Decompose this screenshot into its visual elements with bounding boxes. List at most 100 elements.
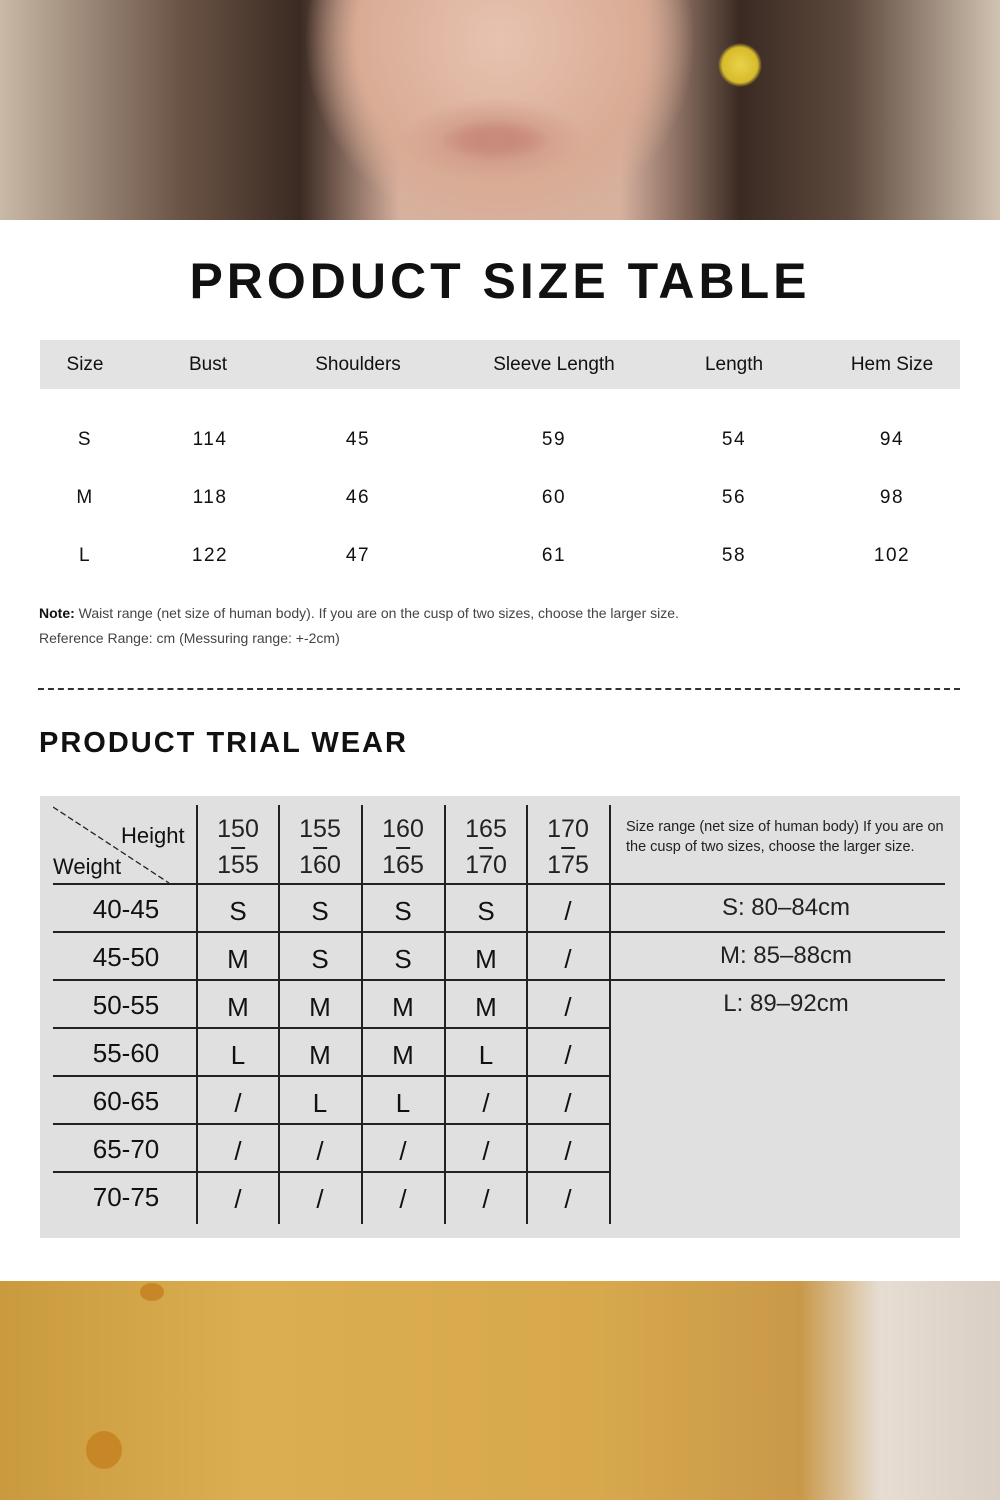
size-cell: / bbox=[564, 1136, 572, 1166]
column-divider bbox=[609, 805, 611, 1224]
reference-range: Reference Range: cm (Messuring range: +-… bbox=[39, 630, 340, 646]
size-cell: M bbox=[475, 992, 497, 1022]
size-cell: / bbox=[564, 1184, 572, 1214]
row-divider bbox=[53, 931, 945, 933]
divider bbox=[38, 688, 960, 690]
weight-range: 40-45 bbox=[92, 894, 160, 924]
row-divider bbox=[53, 1075, 610, 1077]
height-range-header: 155 160 bbox=[299, 811, 341, 884]
weight-range: 65-70 bbox=[92, 1134, 160, 1164]
size-cell: M bbox=[475, 944, 497, 974]
height-to: 155 bbox=[217, 851, 259, 879]
size-cell: / bbox=[234, 1184, 242, 1214]
size-cell: / bbox=[399, 1184, 407, 1214]
note-body: Waist range (net size of human body). If… bbox=[74, 605, 679, 621]
table-cell: 45 bbox=[345, 429, 371, 450]
size-cell: S bbox=[477, 896, 495, 926]
row-divider bbox=[53, 1171, 610, 1173]
trial-title: PRODUCT TRIAL WEAR bbox=[39, 727, 408, 759]
model-face-photo bbox=[0, 0, 1000, 220]
size-cell: / bbox=[564, 1088, 572, 1118]
table-cell: 46 bbox=[345, 487, 371, 508]
height-to: 175 bbox=[547, 851, 589, 879]
height-from: 150 bbox=[217, 815, 259, 843]
size-cell: / bbox=[482, 1088, 490, 1118]
table-cell: M bbox=[76, 487, 94, 508]
size-cell: / bbox=[564, 1040, 572, 1070]
column-header: Hem Size bbox=[850, 354, 934, 375]
row-divider bbox=[53, 883, 945, 885]
note-text: Note: Waist range (net size of human bod… bbox=[39, 605, 679, 621]
height-to: 165 bbox=[382, 851, 424, 879]
size-cell: M bbox=[392, 1040, 414, 1070]
size-cell: / bbox=[564, 992, 572, 1022]
height-from: 155 bbox=[299, 815, 341, 843]
table-cell: 58 bbox=[721, 545, 747, 566]
size-table-header bbox=[40, 340, 960, 389]
table-cell: L bbox=[78, 545, 92, 566]
weight-range: 60-65 bbox=[92, 1086, 160, 1116]
corner-weight-label: Weight bbox=[53, 854, 122, 879]
corner-diagonal bbox=[53, 806, 170, 884]
size-cell: S bbox=[394, 896, 412, 926]
table-cell: 60 bbox=[541, 487, 567, 508]
button-detail bbox=[140, 1283, 164, 1301]
table-cell: 114 bbox=[192, 429, 228, 450]
table-cell: 59 bbox=[541, 429, 567, 450]
size-cell: M bbox=[309, 1040, 331, 1070]
size-cell: M bbox=[227, 944, 249, 974]
size-cell: / bbox=[564, 944, 572, 974]
table-cell: 61 bbox=[541, 545, 567, 566]
table-cell: 98 bbox=[879, 487, 905, 508]
column-header: Shoulders bbox=[315, 354, 401, 375]
size-range: L: 89–92cm bbox=[723, 990, 849, 1017]
size-cell: / bbox=[399, 1136, 407, 1166]
table-cell: 94 bbox=[879, 429, 905, 450]
size-cell: L bbox=[478, 1040, 494, 1070]
note-label: Note: bbox=[39, 605, 75, 621]
column-divider bbox=[444, 805, 446, 1224]
size-cell: / bbox=[316, 1136, 324, 1166]
trial-info: Size range (net size of human body) If y… bbox=[626, 819, 944, 855]
column-header: Bust bbox=[188, 354, 228, 375]
height-from: 165 bbox=[465, 815, 507, 843]
size-cell: S bbox=[229, 896, 247, 926]
page-title: PRODUCT SIZE TABLE bbox=[189, 253, 811, 309]
size-cell: M bbox=[227, 992, 249, 1022]
table-cell: 122 bbox=[191, 545, 229, 566]
column-divider bbox=[361, 805, 363, 1224]
table-cell: 54 bbox=[721, 429, 747, 450]
height-range-header: 165 170 bbox=[465, 811, 507, 884]
size-cell: S bbox=[311, 896, 329, 926]
row-divider bbox=[53, 1027, 610, 1029]
button-detail bbox=[86, 1431, 122, 1469]
size-cell: / bbox=[482, 1136, 490, 1166]
table-cell: 56 bbox=[721, 487, 747, 508]
weight-range: 55-60 bbox=[92, 1038, 160, 1068]
size-cell: S bbox=[311, 944, 329, 974]
size-range: S: 80–84cm bbox=[721, 894, 851, 921]
height-from: 160 bbox=[382, 815, 424, 843]
row-divider bbox=[53, 1123, 610, 1125]
column-header: Length bbox=[704, 354, 764, 375]
size-cell: / bbox=[234, 1088, 242, 1118]
height-to: 160 bbox=[299, 851, 341, 879]
table-cell: S bbox=[77, 429, 93, 450]
size-cell: / bbox=[482, 1184, 490, 1214]
size-cell: L bbox=[230, 1040, 246, 1070]
size-cell: / bbox=[316, 1184, 324, 1214]
size-cell: M bbox=[309, 992, 331, 1022]
column-divider bbox=[278, 805, 280, 1224]
table-cell: 118 bbox=[192, 487, 228, 508]
height-range-header: 170 175 bbox=[547, 811, 589, 884]
height-from: 170 bbox=[547, 815, 589, 843]
size-cell: / bbox=[234, 1136, 242, 1166]
column-header: Sleeve Length bbox=[493, 354, 615, 375]
column-header: Size bbox=[66, 354, 104, 375]
size-cell: S bbox=[394, 944, 412, 974]
corner-height-label: Height bbox=[121, 823, 185, 848]
size-cell: L bbox=[312, 1088, 328, 1118]
size-cell: M bbox=[392, 992, 414, 1022]
sweater-photo bbox=[0, 1281, 1000, 1500]
size-cell: / bbox=[564, 896, 572, 926]
